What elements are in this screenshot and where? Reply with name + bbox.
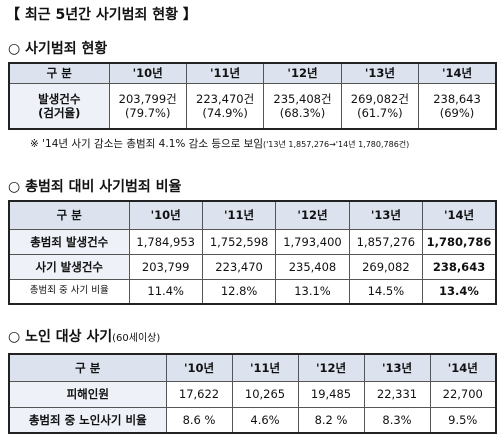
header-row: 구 분 '10년 '11년 '12년 '13년 '14년 (8, 353, 497, 382)
table-cell: 238,643 (69%) (418, 82, 497, 130)
table-row: 사기 발생건수 203,799 223,470 235,408 269,082 238,6… (8, 253, 497, 280)
cell-line: (79.7%) (124, 105, 171, 120)
footnote: ※ '14년 사기 감소는 총범죄 4.1% 감소 등으로 보임('13년 1,… (30, 136, 409, 151)
page-title: 【 최근 5년간 사기범죄 현황 】 (6, 7, 197, 23)
header-cell: 구 분 (8, 62, 110, 84)
header-cell: '13년 (340, 62, 420, 84)
cell-line: (68.3%) (279, 105, 326, 120)
cell-line: (69%) (439, 105, 475, 120)
header-cell: '13년 (363, 353, 431, 382)
table-cell: 10,265 (231, 380, 299, 408)
table-cell: 13.1% (275, 278, 350, 305)
data-table: 구 분 '10년 '11년 '12년 '13년 '14년 총범죄 발생건수 1,784,953… (8, 200, 497, 305)
table-cell: 발생건수 (검거율) (8, 82, 110, 130)
table-cell: 203,799 (128, 253, 203, 280)
table-cell: 1,784,953 (128, 228, 203, 255)
footnote-part: ※ '14년 사기 감소는 총범죄 4.1% 감소 등으로 보임 (30, 138, 263, 150)
table-cell: 235,408건 (68.3%) (263, 82, 342, 130)
cell-line: 235,408건 (273, 91, 332, 106)
data-table: 구 분 '10년 '11년 '12년 '13년 '14년 피해인원 17,622 10,265 1… (8, 353, 497, 434)
table-cell: 9.5% (429, 406, 497, 434)
table-cell: 238,643 (422, 253, 497, 280)
header-cell: '13년 (348, 200, 424, 230)
table-row: 총범죄 발생건수 1,784,953 1,752,598 1,793,400 1,857… (8, 228, 497, 255)
table-row: 발생건수 (검거율) 203,799건 (79.7%) 223,470건 (74.9%) 2… (8, 82, 497, 130)
header-cell: '11년 (201, 200, 277, 230)
header-cell: '12년 (263, 62, 342, 84)
header-cell: 구 분 (8, 200, 130, 230)
table-cell: 11.4% (128, 278, 203, 305)
heading-note: (60세이상) (112, 333, 161, 344)
table-cell: 총범죄 중 사기 비율 (8, 278, 130, 305)
table-cell: 223,470 (201, 253, 277, 280)
section-heading: ○ 노인 대상 사기(60세이상) (8, 326, 160, 346)
table-cell: 8.2 % (297, 406, 365, 434)
table-cell: 피해인원 (8, 380, 167, 408)
header-cell: '10년 (128, 200, 203, 230)
table-row: 총범죄 중 사기 비율 11.4% 12.8% 13.1% 14.5% 13.4% (8, 278, 497, 305)
table-cell: 14.5% (348, 278, 424, 305)
table-cell: 22,331 (363, 380, 431, 408)
table-cell: 19,485 (297, 380, 365, 408)
table-row: 총범죄 중 노인사기 비율 8.6 % 4.6% 8.2 % 8.3% 9.5% (8, 406, 497, 434)
table-cell: 1,793,400 (275, 228, 350, 255)
cell-line: 223,470건 (196, 91, 255, 106)
table-cell: 1,857,276 (348, 228, 424, 255)
data-table: 구 분 '10년 '11년 '12년 '13년 '14년 발생건수 (검거율) 203,799건… (8, 62, 497, 130)
header-cell: '14년 (422, 200, 497, 230)
table-cell: 사기 발생건수 (8, 253, 130, 280)
table-cell: 203,799건 (79.7%) (108, 82, 187, 130)
table-cell: 총범죄 발생건수 (8, 228, 130, 255)
table-cell: 17,622 (165, 380, 233, 408)
header-cell: '14년 (418, 62, 497, 84)
header-cell: 구 분 (8, 353, 167, 382)
header-cell: '12년 (297, 353, 365, 382)
cell-line: 269,082건 (350, 91, 409, 106)
table-cell: 223,470건 (74.9%) (185, 82, 265, 130)
heading-text: ○ 총범죄 대비 사기범죄 비율 (8, 179, 182, 195)
header-cell: '10년 (108, 62, 187, 84)
table-cell: 269,082건 (61.7%) (340, 82, 420, 130)
table-cell: 1,780,786 (422, 228, 497, 255)
header-cell: '14년 (429, 353, 497, 382)
table-cell: 8.6 % (165, 406, 233, 434)
cell-line: (61.7%) (357, 105, 403, 120)
cell-line: 203,799건 (118, 91, 177, 106)
header-row: 구 분 '10년 '11년 '12년 '13년 '14년 (8, 62, 497, 84)
section-heading: ○ 사기범죄 현황 (8, 38, 107, 58)
table-cell: 1,752,598 (201, 228, 277, 255)
heading-text: ○ 노인 대상 사기 (8, 329, 113, 345)
heading-text: ○ 사기범죄 현황 (8, 41, 108, 57)
footnote-part: ('13년 1,857,276→'14년 1,780,786건) (262, 140, 410, 149)
header-cell: '10년 (165, 353, 233, 382)
cell-line: (74.9%) (202, 105, 248, 120)
cell-line: (검거율) (38, 105, 81, 120)
cell-line: 238,643 (433, 91, 481, 106)
cell-line: 발생건수 (38, 91, 81, 106)
table-row: 피해인원 17,622 10,265 19,485 22,331 22,700 (8, 380, 497, 408)
header-cell: '12년 (275, 200, 350, 230)
table-cell: 총범죄 중 노인사기 비율 (8, 406, 167, 434)
table-cell: 235,408 (275, 253, 350, 280)
table-cell: 12.8% (201, 278, 277, 305)
header-cell: '11년 (185, 62, 265, 84)
table-cell: 8.3% (363, 406, 431, 434)
header-row: 구 분 '10년 '11년 '12년 '13년 '14년 (8, 200, 497, 230)
header-cell: '11년 (231, 353, 299, 382)
table-cell: 13.4% (422, 278, 497, 305)
table-cell: 269,082 (348, 253, 424, 280)
table-cell: 4.6% (231, 406, 299, 434)
table-cell: 22,700 (429, 380, 497, 408)
section-heading: ○ 총범죄 대비 사기범죄 비율 (8, 176, 181, 196)
